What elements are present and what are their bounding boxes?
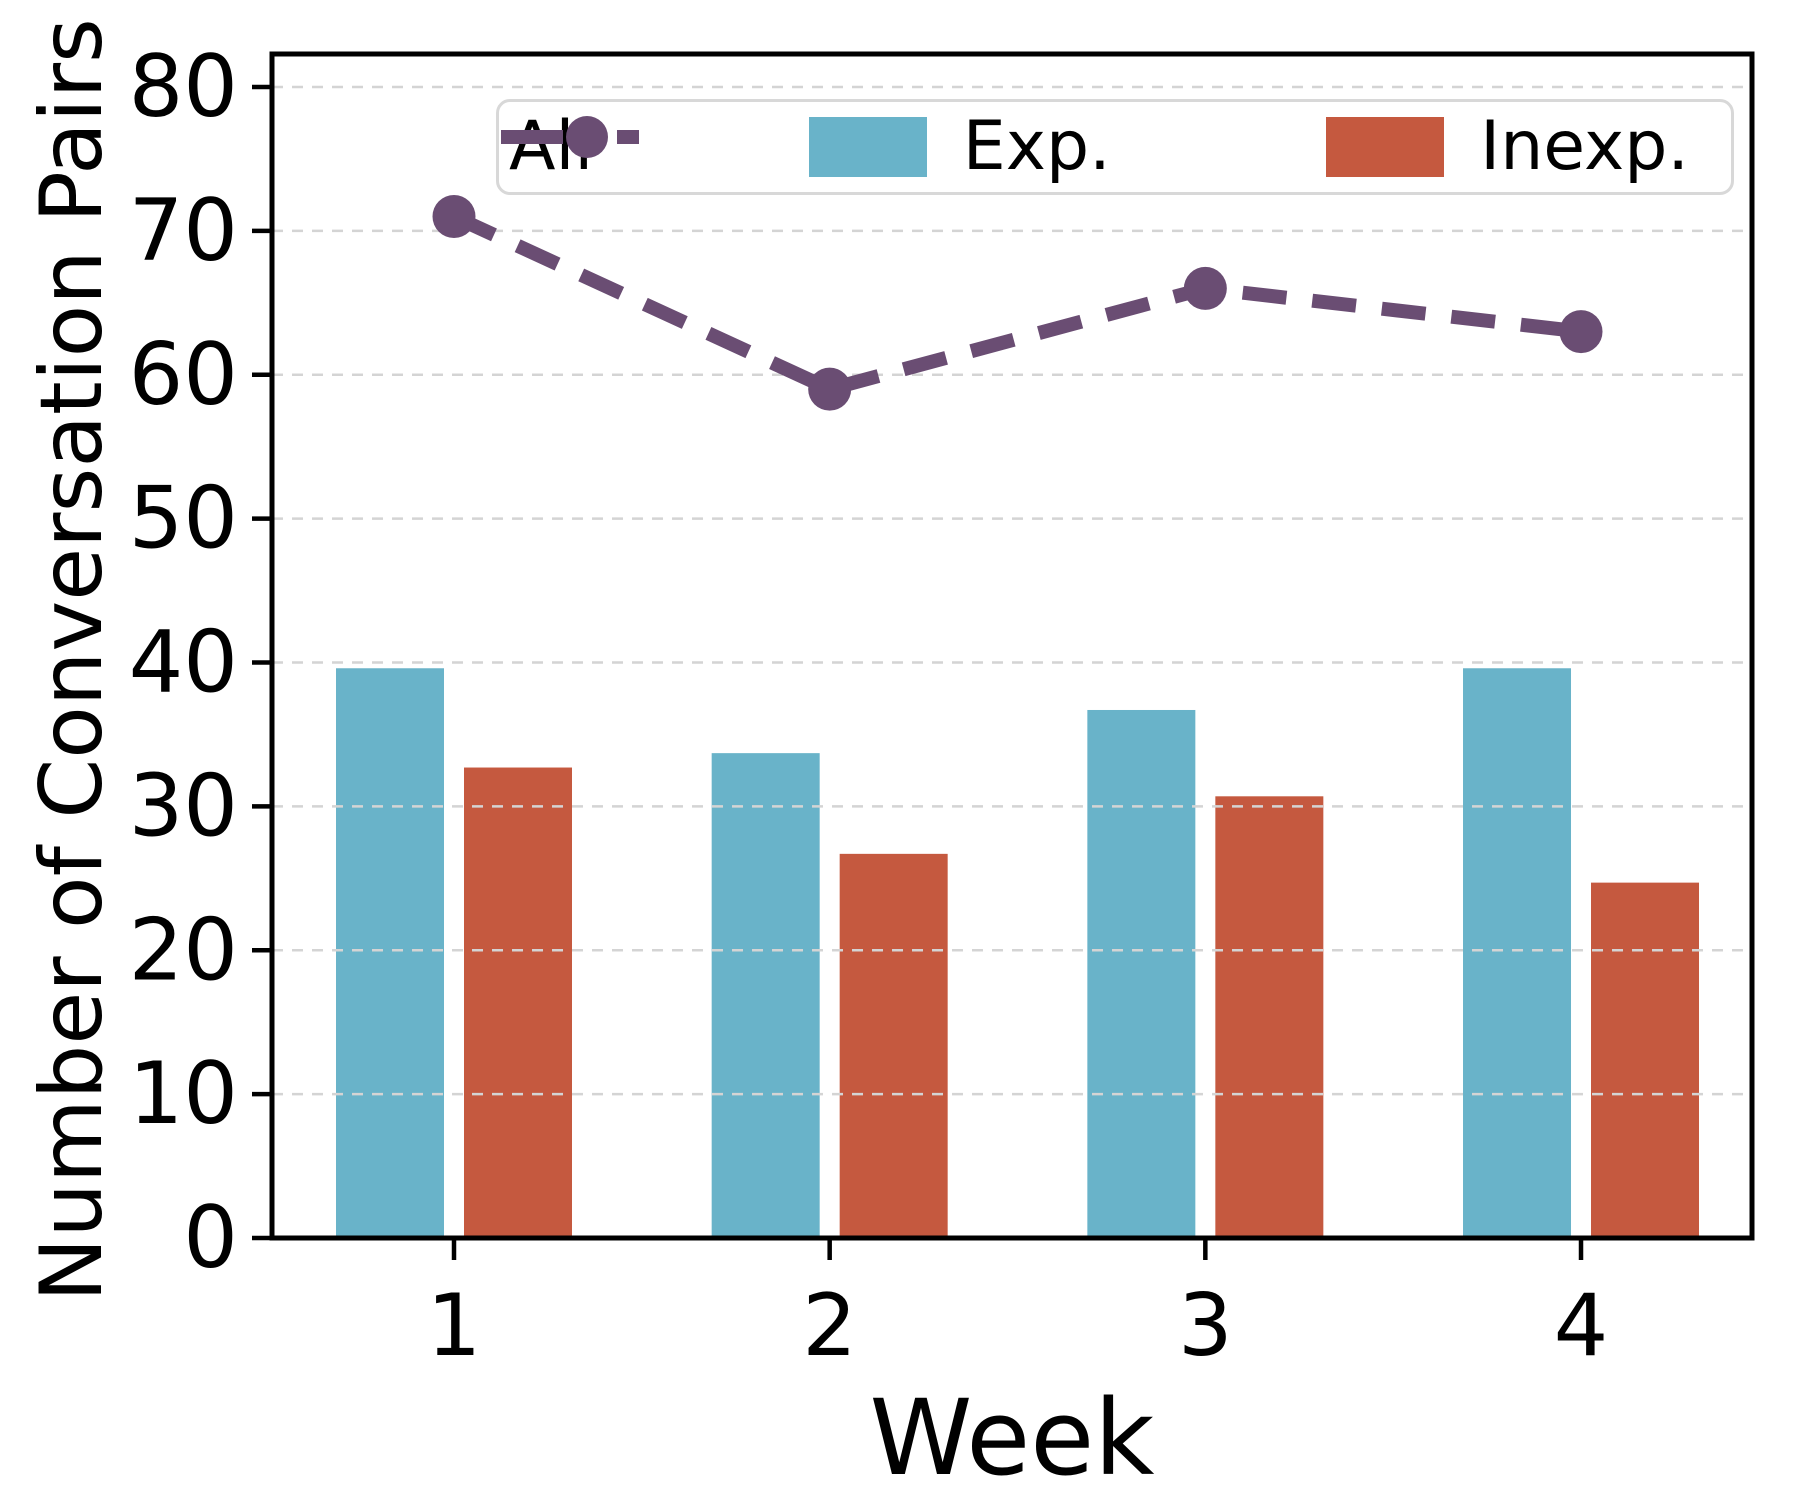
legend: All Exp. Inexp. xyxy=(496,99,1734,195)
line-series-layer xyxy=(432,194,1603,411)
marker-all-week-1 xyxy=(432,194,476,238)
exp-color-swatch-icon xyxy=(808,117,927,177)
y-axis-label: Number of Conversation Pairs xyxy=(22,18,122,1302)
x-tick-label-3: 3 xyxy=(1178,1276,1233,1376)
marker-all-week-3 xyxy=(1183,266,1227,310)
marker-all-week-4 xyxy=(1559,310,1603,354)
bar-exp-week-2 xyxy=(711,753,820,1238)
tick-labels-layer: 0 10 20 30 40 50 60 70 80 1 2 3 4 xyxy=(129,37,1609,1376)
bar-exp-week-1 xyxy=(336,668,444,1238)
y-tick-label-80: 80 xyxy=(129,37,238,137)
legend-label-inexp: Inexp. xyxy=(1480,107,1689,186)
bar-exp-week-4 xyxy=(1463,668,1572,1238)
bar-inexp-week-3 xyxy=(1215,796,1324,1238)
y-tick-label-40: 40 xyxy=(129,613,238,713)
y-tick-label-60: 60 xyxy=(129,325,238,425)
x-axis-label: Week xyxy=(870,1377,1155,1499)
y-tick-label-70: 70 xyxy=(129,181,238,281)
bar-inexp-week-1 xyxy=(464,767,572,1238)
marker-all-week-2 xyxy=(808,367,852,411)
y-tick-label-30: 30 xyxy=(129,756,238,856)
axes-frame-layer xyxy=(252,51,1755,1260)
y-tick-label-10: 10 xyxy=(129,1044,238,1144)
y-tick-label-0: 0 xyxy=(183,1188,238,1288)
y-tick-label-50: 50 xyxy=(129,469,238,569)
inexp-color-swatch-icon xyxy=(1326,117,1445,177)
bar-inexp-week-2 xyxy=(839,853,948,1238)
legend-item-exp: Exp. xyxy=(808,107,1111,186)
x-tick-label-4: 4 xyxy=(1554,1276,1609,1376)
bar-inexp-week-4 xyxy=(1591,882,1700,1238)
plot-frame xyxy=(269,51,1755,1241)
legend-item-all: All xyxy=(501,113,639,181)
bars-layer xyxy=(336,668,1700,1238)
x-tick-label-2: 2 xyxy=(802,1276,857,1376)
legend-item-inexp: Inexp. xyxy=(1326,113,1689,181)
gridlines-layer xyxy=(272,85,1752,1096)
x-tick-label-1: 1 xyxy=(427,1276,482,1376)
legend-label-exp: Exp. xyxy=(962,107,1111,186)
bar-exp-week-3 xyxy=(1087,709,1196,1238)
line-series-all xyxy=(451,210,1582,397)
y-tick-label-20: 20 xyxy=(129,900,238,1000)
dashed-line-marker-icon xyxy=(501,116,639,158)
